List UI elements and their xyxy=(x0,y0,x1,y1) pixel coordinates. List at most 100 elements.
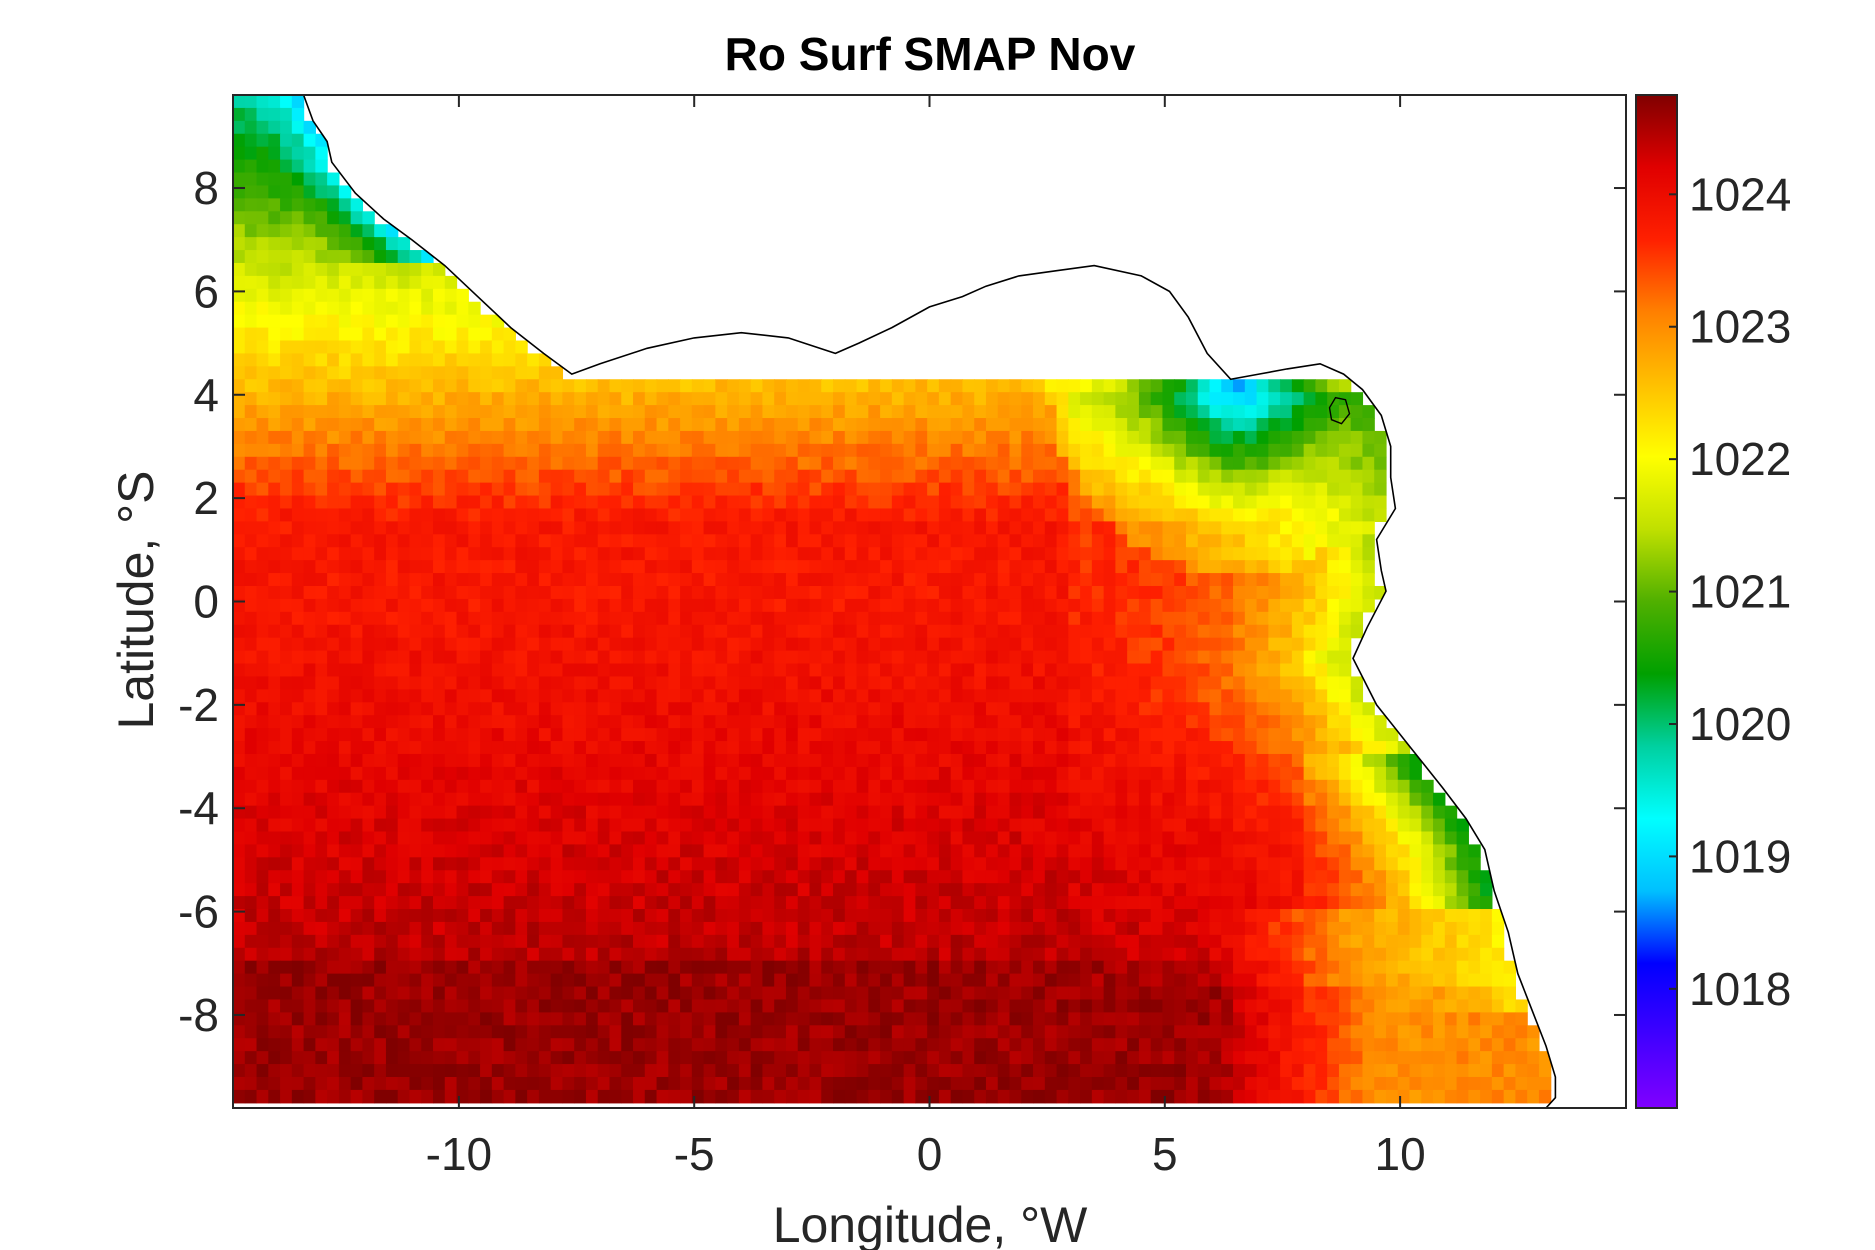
heatmap-cell xyxy=(1315,495,1328,510)
heatmap-cell xyxy=(597,870,611,884)
heatmap-cell xyxy=(1068,741,1081,755)
heatmap-cell xyxy=(1268,624,1281,639)
heatmap-cell xyxy=(1350,728,1364,742)
heatmap-cell xyxy=(1021,689,1034,703)
heatmap-cell xyxy=(609,585,622,600)
heatmap-cell xyxy=(1103,766,1116,781)
heatmap-cell xyxy=(268,715,281,729)
heatmap-cell xyxy=(656,947,669,962)
heatmap-cell xyxy=(762,947,775,962)
heatmap-cell xyxy=(1185,792,1199,807)
heatmap-cell xyxy=(597,547,611,561)
heatmap-cell xyxy=(233,508,246,522)
heatmap-cell xyxy=(1021,418,1034,432)
heatmap-cell xyxy=(1338,947,1352,962)
heatmap-cell xyxy=(327,262,340,277)
heatmap-cell xyxy=(1009,805,1022,820)
heatmap-cell xyxy=(315,495,328,510)
heatmap-cell xyxy=(280,185,293,199)
heatmap-cell xyxy=(1444,909,1458,923)
heatmap-cell xyxy=(397,870,411,884)
heatmap-cell xyxy=(409,482,422,497)
heatmap-cell xyxy=(244,133,258,148)
heatmap-cell xyxy=(1068,456,1081,471)
heatmap-cell xyxy=(880,663,893,678)
heatmap-cell xyxy=(327,211,340,225)
heatmap-cell xyxy=(233,921,246,936)
heatmap-cell xyxy=(550,909,564,923)
heatmap-cell xyxy=(1350,598,1364,613)
heatmap-cell xyxy=(562,741,575,755)
heatmap-cell xyxy=(1150,443,1164,458)
heatmap-cell xyxy=(527,818,540,833)
heatmap-cell xyxy=(821,469,834,484)
heatmap-cell xyxy=(891,456,905,471)
heatmap-cell xyxy=(233,250,246,264)
heatmap-cell xyxy=(1033,934,1046,949)
heatmap-cell xyxy=(421,753,434,768)
heatmap-cell xyxy=(433,482,446,497)
heatmap-cell xyxy=(244,392,258,406)
heatmap-cell xyxy=(1185,779,1199,794)
heatmap-cell xyxy=(738,637,752,652)
heatmap-cell xyxy=(715,547,728,561)
heatmap-cell xyxy=(809,392,822,406)
heatmap-cell xyxy=(1221,753,1234,768)
heatmap-cell xyxy=(1115,870,1128,884)
heatmap-cell xyxy=(1315,831,1328,846)
heatmap-cell xyxy=(362,973,375,988)
heatmap-cell xyxy=(762,611,775,626)
heatmap-cell xyxy=(727,650,740,665)
heatmap-cell xyxy=(985,857,999,871)
heatmap-cell xyxy=(1433,857,1446,871)
heatmap-cell xyxy=(868,495,881,510)
heatmap-cell xyxy=(338,870,352,884)
heatmap-cell xyxy=(691,379,705,393)
heatmap-cell xyxy=(1456,818,1469,833)
heatmap-cell xyxy=(1409,921,1422,936)
heatmap-cell xyxy=(891,624,905,639)
heatmap-cell xyxy=(362,779,375,794)
heatmap-cell xyxy=(927,547,940,561)
heatmap-cell xyxy=(303,366,316,380)
heatmap-cell xyxy=(503,495,516,510)
heatmap-cell xyxy=(609,753,622,768)
heatmap-cell xyxy=(1080,741,1093,755)
heatmap-cell xyxy=(397,560,411,574)
heatmap-cell xyxy=(1021,482,1034,497)
heatmap-cell xyxy=(727,508,740,522)
heatmap-cell xyxy=(1162,495,1175,510)
heatmap-cell xyxy=(433,418,446,432)
heatmap-cell xyxy=(1374,909,1387,923)
heatmap-cell xyxy=(1221,418,1234,432)
heatmap-cell xyxy=(1315,650,1328,665)
heatmap-cell xyxy=(1068,443,1081,458)
heatmap-cell xyxy=(515,934,528,949)
heatmap-cell xyxy=(915,934,928,949)
heatmap-cell xyxy=(1021,495,1034,510)
heatmap-cell xyxy=(903,715,916,729)
heatmap-cell xyxy=(315,211,328,225)
heatmap-cell xyxy=(1068,508,1081,522)
heatmap-cell xyxy=(891,934,905,949)
heatmap-cell xyxy=(844,805,858,820)
heatmap-cell xyxy=(856,676,869,690)
heatmap-cell xyxy=(809,521,822,535)
heatmap-cell xyxy=(433,611,446,626)
heatmap-cell xyxy=(1397,741,1411,755)
heatmap-cell xyxy=(503,676,516,690)
heatmap-cell xyxy=(997,521,1011,535)
heatmap-cell xyxy=(633,753,646,768)
heatmap-cell xyxy=(1362,921,1375,936)
heatmap-cell xyxy=(656,611,669,626)
heatmap-cell xyxy=(727,728,740,742)
heatmap-cell xyxy=(1362,405,1375,419)
heatmap-cell xyxy=(1056,598,1069,613)
heatmap-cell xyxy=(962,818,975,833)
heatmap-cell xyxy=(315,831,328,846)
heatmap-cell xyxy=(1103,689,1116,703)
heatmap-cell xyxy=(1244,598,1258,613)
heatmap-cell xyxy=(1044,637,1058,652)
heatmap-cell xyxy=(809,921,822,936)
heatmap-cell xyxy=(1162,573,1175,587)
